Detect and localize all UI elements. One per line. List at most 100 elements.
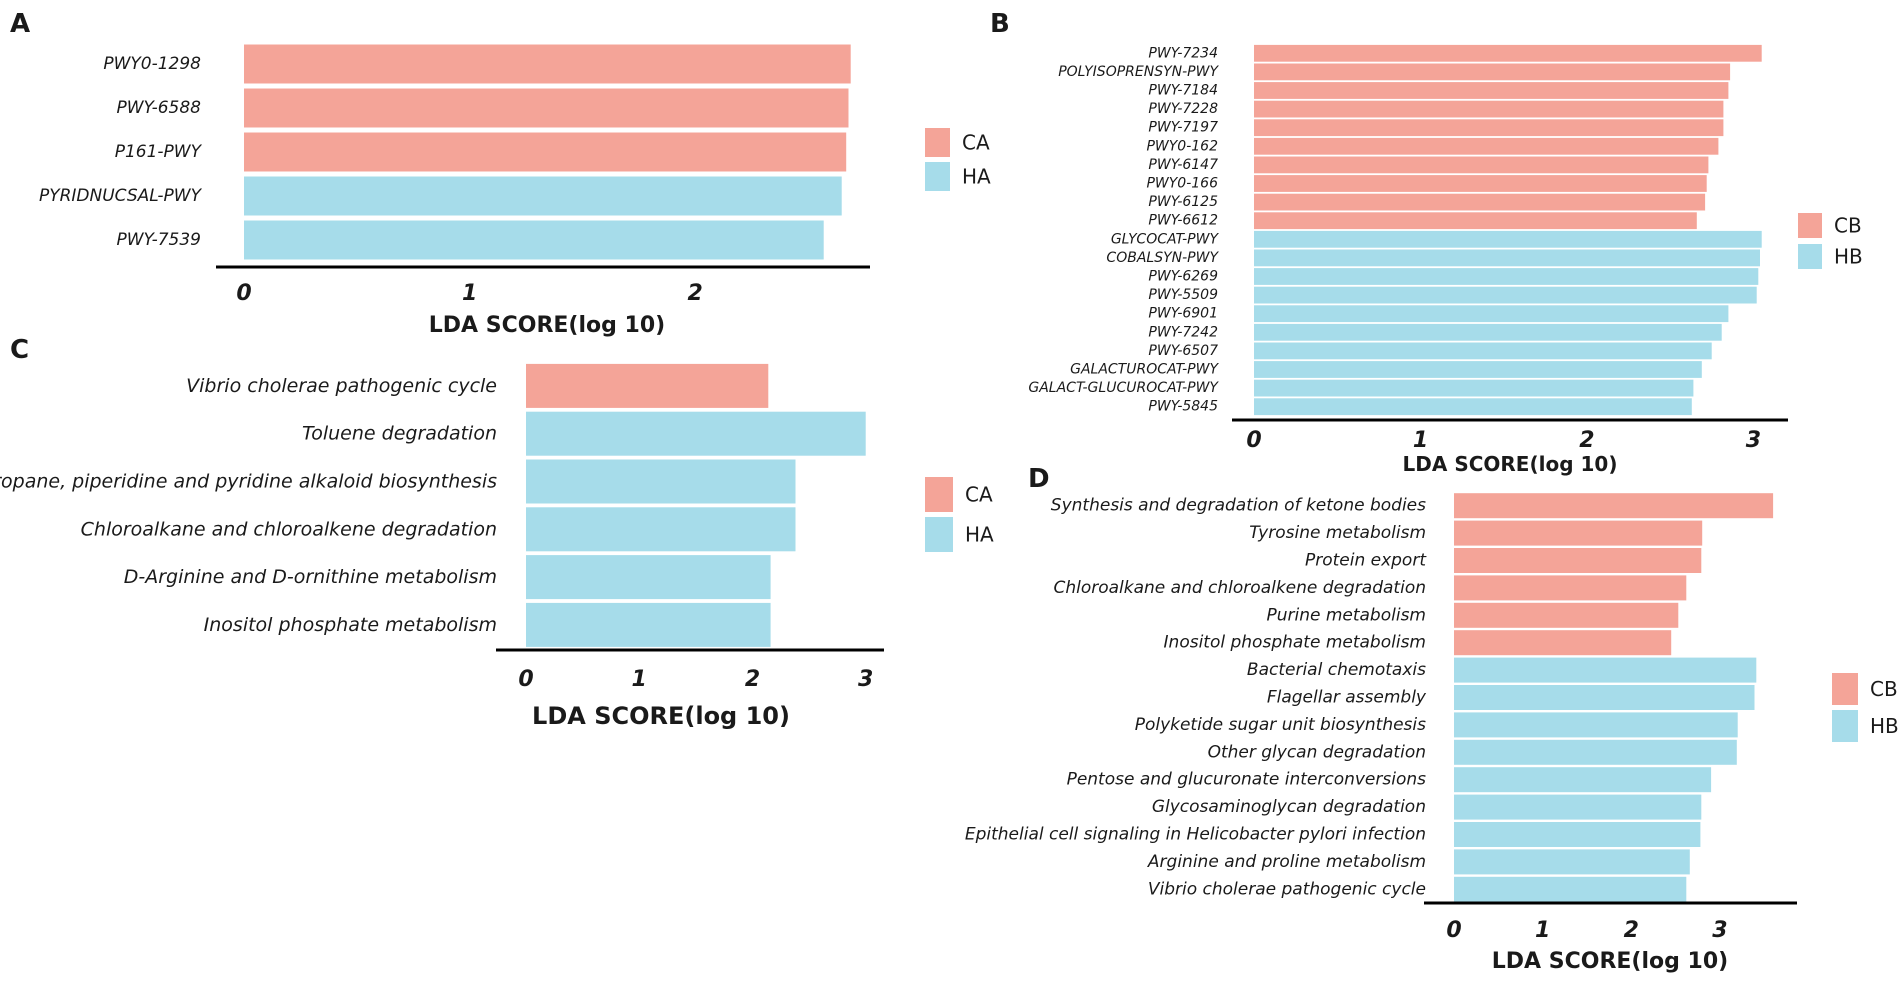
panel-b-bar bbox=[1254, 212, 1697, 230]
panel-d-category-label: Chloroalkane and chloroalkene degradatio… bbox=[1053, 578, 1426, 598]
panel-b-bar bbox=[1254, 63, 1731, 81]
panel-b-bar bbox=[1254, 175, 1707, 192]
panel-b-category-label: GALACTUROCAT-PWY bbox=[1070, 362, 1219, 378]
panel-a-legend-swatch bbox=[925, 128, 950, 157]
panel-d-tick-label: 0 bbox=[1446, 918, 1461, 943]
panel-b-bar bbox=[1254, 249, 1760, 267]
panel-c-category-label: Chloroalkane and chloroalkene degradatio… bbox=[81, 518, 497, 540]
panel-b-x-axis-title: LDA SCORE(log 10) bbox=[1403, 452, 1618, 476]
panel-c-category-label: Vibrio cholerae pathogenic cycle bbox=[186, 375, 497, 397]
panel-b-bar bbox=[1254, 119, 1724, 137]
panel-b-category-label: PWY-5845 bbox=[1148, 399, 1218, 415]
panel-a: A PWY0-1298 PWY-6588 P161-PWY PYRIDNUCSAL-PW… bbox=[10, 9, 991, 338]
panel-c-tick-label: 2 bbox=[745, 667, 760, 692]
panel-a-legend-label: HA bbox=[962, 165, 991, 189]
panel-d-category-label: Epithelial cell signaling in Helicobacte… bbox=[965, 825, 1426, 845]
panel-b-bar bbox=[1254, 156, 1709, 174]
panel-d-bar bbox=[1454, 794, 1702, 820]
panel-c-legend-label: CA bbox=[965, 483, 993, 507]
panel-d-letter: D bbox=[1028, 464, 1050, 494]
panel-a-category-label: P161-PWY bbox=[115, 142, 203, 162]
panel-b-bar bbox=[1254, 137, 1719, 155]
panel-b-bar bbox=[1254, 193, 1706, 211]
panel-c-tick-label: 0 bbox=[518, 667, 533, 692]
panel-c-category-label: Toluene degradation bbox=[302, 423, 497, 445]
panel-d-category-label: Other glycan degradation bbox=[1208, 742, 1426, 762]
panel-d-category-label: Glycosaminoglycan degradation bbox=[1152, 797, 1426, 817]
panel-d-category-label: Polyketide sugar unit biosynthesis bbox=[1135, 715, 1426, 735]
panel-a-bar bbox=[244, 176, 842, 216]
panel-c-legend-swatch bbox=[925, 517, 953, 552]
panel-b-bar bbox=[1254, 82, 1729, 99]
panel-a-bar bbox=[244, 88, 849, 128]
panel-b-tick-label: 2 bbox=[1579, 428, 1594, 453]
panel-a-bar bbox=[244, 220, 824, 260]
panel-b-category-label: COBALSYN-PWY bbox=[1106, 250, 1219, 266]
panel-d-bar bbox=[1454, 822, 1701, 847]
panel-d-bar bbox=[1454, 712, 1738, 738]
panel-d-bar bbox=[1454, 630, 1672, 656]
panel-d-category-label: Protein export bbox=[1305, 551, 1427, 571]
panel-c-letter: C bbox=[10, 335, 29, 365]
panel-c-bar bbox=[526, 459, 796, 504]
panel-b-category-label: PWY-6125 bbox=[1148, 194, 1218, 210]
panel-b-category-label: PWY-7228 bbox=[1148, 101, 1218, 117]
panel-c-legend-label: HA bbox=[965, 523, 994, 547]
panel-d-legend-label: CB bbox=[1870, 677, 1898, 701]
panel-b-letter: B bbox=[990, 9, 1010, 39]
panel-b-bar bbox=[1254, 286, 1757, 304]
panel-a-tick-label: 1 bbox=[462, 281, 477, 306]
panel-d-bar bbox=[1454, 849, 1690, 875]
panel-a-category-label: PYRIDNUCSAL-PWY bbox=[39, 186, 203, 206]
panel-b-bar bbox=[1254, 361, 1702, 378]
panel-b-category-label: POLYISOPRENSYN-PWY bbox=[1058, 64, 1219, 80]
panel-a-category-label: PWY-6588 bbox=[116, 98, 201, 118]
panel-d-category-label: Tyrosine metabolism bbox=[1249, 523, 1426, 543]
panel-d-bar bbox=[1454, 575, 1687, 601]
panel-b-legend-label: HB bbox=[1834, 245, 1863, 269]
panel-c-bar bbox=[526, 602, 771, 647]
panel-d-legend-label: HB bbox=[1870, 714, 1899, 738]
panel-b-category-label: GLYCOCAT-PWY bbox=[1111, 231, 1220, 247]
panel-d-category-label: Pentose and glucuronate interconversions bbox=[1067, 770, 1427, 790]
panel-a-category-label: PWY0-1298 bbox=[103, 54, 201, 74]
panel-c-bar bbox=[526, 507, 796, 552]
panel-b-legend-swatch bbox=[1798, 244, 1822, 269]
panel-a-x-axis-title: LDA SCORE(log 10) bbox=[429, 313, 665, 338]
panel-d-bar bbox=[1454, 520, 1703, 546]
panel-d-category-label: Inositol phosphate metabolism bbox=[1164, 633, 1426, 653]
panel-b-category-label: PWY0-166 bbox=[1146, 176, 1218, 192]
panel-d-x-axis-title: LDA SCORE(log 10) bbox=[1492, 949, 1728, 974]
panel-d-category-label: Synthesis and degradation of ketone bodi… bbox=[1051, 496, 1426, 516]
panel-d-bar bbox=[1454, 767, 1712, 793]
panel-b-bar bbox=[1254, 100, 1724, 118]
panel-a-tick-label: 0 bbox=[236, 281, 251, 306]
panel-b-tick-label: 0 bbox=[1246, 428, 1261, 453]
panel-d-legend-swatch bbox=[1832, 673, 1858, 705]
panel-b-category-label: PWY-7197 bbox=[1148, 120, 1218, 136]
panel-d-category-label: Purine metabolism bbox=[1266, 605, 1426, 625]
panel-b-bar bbox=[1254, 268, 1759, 285]
panel-d-category-label: Arginine and proline metabolism bbox=[1147, 852, 1426, 872]
panel-a-category-label: PWY-7539 bbox=[116, 230, 201, 250]
panel-b-bar bbox=[1254, 342, 1712, 360]
panel-d-bar bbox=[1454, 876, 1687, 902]
panel-b-category-label: PWY-6269 bbox=[1148, 269, 1218, 285]
panel-b-category-label: GALACT-GLUCUROCAT-PWY bbox=[1028, 380, 1219, 396]
panel-b-tick-label: 1 bbox=[1413, 428, 1428, 453]
panel-d-legend-swatch bbox=[1832, 710, 1858, 742]
panel-c-tick-label: 1 bbox=[632, 667, 647, 692]
panel-d-tick-label: 1 bbox=[1535, 918, 1550, 943]
panel-b-category-label: PWY-7234 bbox=[1148, 45, 1218, 61]
panel-b-legend-swatch bbox=[1798, 213, 1822, 238]
panel-d-category-label: Vibrio cholerae pathogenic cycle bbox=[1148, 879, 1426, 899]
panel-b-category-label: PWY-5509 bbox=[1148, 287, 1218, 303]
panel-c-bar bbox=[526, 555, 771, 600]
panel-c-x-axis-title: LDA SCORE(log 10) bbox=[532, 702, 790, 730]
panel-b-bar bbox=[1254, 230, 1762, 248]
panel-c-category-label: Inositol phosphate metabolism bbox=[204, 614, 497, 636]
panel-c-bar bbox=[526, 363, 769, 408]
panel-c-legend-swatch bbox=[925, 477, 953, 512]
